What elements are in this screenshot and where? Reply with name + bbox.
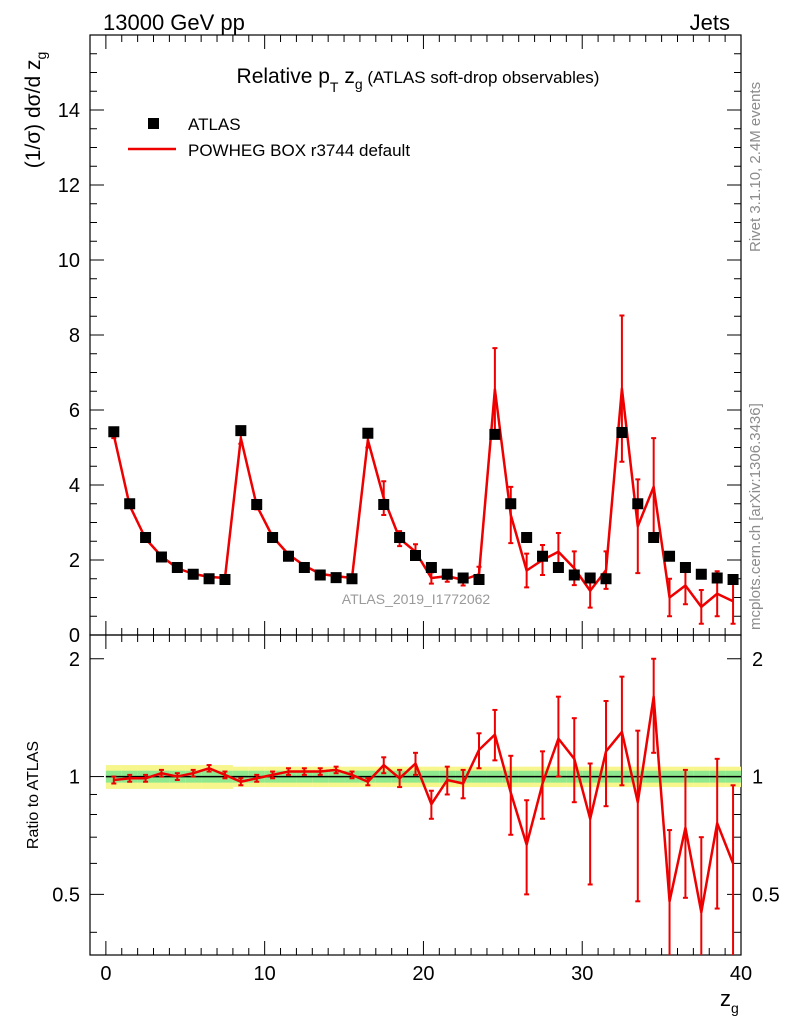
legend-data-label: ATLAS [188,115,241,134]
ratio-y-tick-label-right: 1 [752,767,763,789]
main-y-tick-label: 12 [58,175,80,197]
analysis-watermark: ATLAS_2019_I1772062 [342,591,491,607]
ratio-y-tick-label-right: 0.5 [752,884,780,906]
x-tick-label: 40 [730,963,752,985]
data-point [124,498,136,510]
main-title: Relative pT zg (ATLAS soft-drop observab… [237,65,600,95]
mcplots-label: mcplots.cern.ch [arXiv:1306.3436] [747,403,764,630]
data-point [108,426,120,438]
data-point [267,532,279,543]
data-point [203,573,215,585]
data-point [219,574,231,585]
data-point [664,550,676,562]
ratio-line [113,695,735,914]
data-point [235,425,247,437]
data-point [346,573,358,585]
ratio-y-axis-label: Ratio to ATLAS [25,741,42,849]
data-point [521,532,533,543]
ratio-y-tick-label-left: 2 [69,649,80,671]
main-y-tick-label: 8 [69,325,80,347]
main-title-z: z [338,65,354,88]
data-point [187,568,199,580]
header-left-label: 13000 GeV pp [103,10,245,35]
data-point [711,572,723,584]
data-point [330,572,342,584]
main-y-tick-label: 14 [58,100,80,122]
data-point [155,551,167,563]
data-point [632,498,644,510]
x-tick-label: 20 [412,963,434,985]
data-point [568,569,580,581]
data-point [695,568,707,580]
main-data-series [108,425,739,585]
data-point [473,574,485,585]
rivet-version-label: Rivet 3.1.10, 2.4M events [747,82,764,252]
legend-mc-label: POWHEG BOX r3744 default [188,141,410,160]
ratio-panel-frame [89,634,742,956]
x-tick-label: 10 [254,963,276,985]
data-point [679,562,691,573]
main-title-sub-t: T [330,79,339,95]
data-point [584,572,596,584]
main-y-axis-label-text: (1/σ) dσ/d z [22,60,45,169]
x-axis-label-text: z [720,986,731,1011]
data-point [441,568,453,580]
data-point [394,532,406,543]
data-point [616,427,628,438]
data-point [727,574,739,585]
ratio-y-tick-label-left: 0.5 [52,884,80,906]
data-point [457,572,469,584]
x-axis-label-sub: g [731,1000,739,1016]
data-point [648,532,660,543]
main-y-tick-label: 0 [69,625,80,647]
data-point [489,428,501,440]
axis-ticks [89,35,742,955]
ratio-y-tick-label-right: 2 [752,649,763,671]
data-point [537,550,549,562]
main-y-tick-label: 10 [58,250,80,272]
data-point [282,550,294,562]
x-axis-label: zg [720,986,739,1016]
main-y-tick-label: 4 [69,475,80,497]
main-y-tick-label: 6 [69,400,80,422]
main-title-sub-g: g [355,76,363,92]
data-point [140,532,152,543]
main-y-tick-label: 2 [69,550,80,572]
x-tick-label: 0 [100,963,111,985]
data-point [378,499,390,510]
main-title-text: Relative p [237,65,330,88]
data-point [505,498,517,510]
legend-data-marker [148,118,159,129]
x-tick-label: 30 [571,963,593,985]
mc-line [112,387,734,609]
ratio-mc-series [111,657,736,955]
data-point [425,562,437,573]
data-point [600,573,612,585]
header-right-label: Jets [690,10,730,35]
main-y-axis-label: (1/σ) dσ/d zg [22,52,49,169]
main-y-axis-label-sub: g [33,52,49,60]
data-point [552,562,564,573]
data-point [171,562,183,573]
data-point [362,427,374,439]
data-point [314,569,326,581]
data-point [410,550,421,561]
data-point [298,562,310,573]
main-title-paren: (ATLAS soft-drop observables) [363,68,600,87]
data-point [251,499,263,510]
ratio-y-tick-label-left: 1 [69,767,80,789]
